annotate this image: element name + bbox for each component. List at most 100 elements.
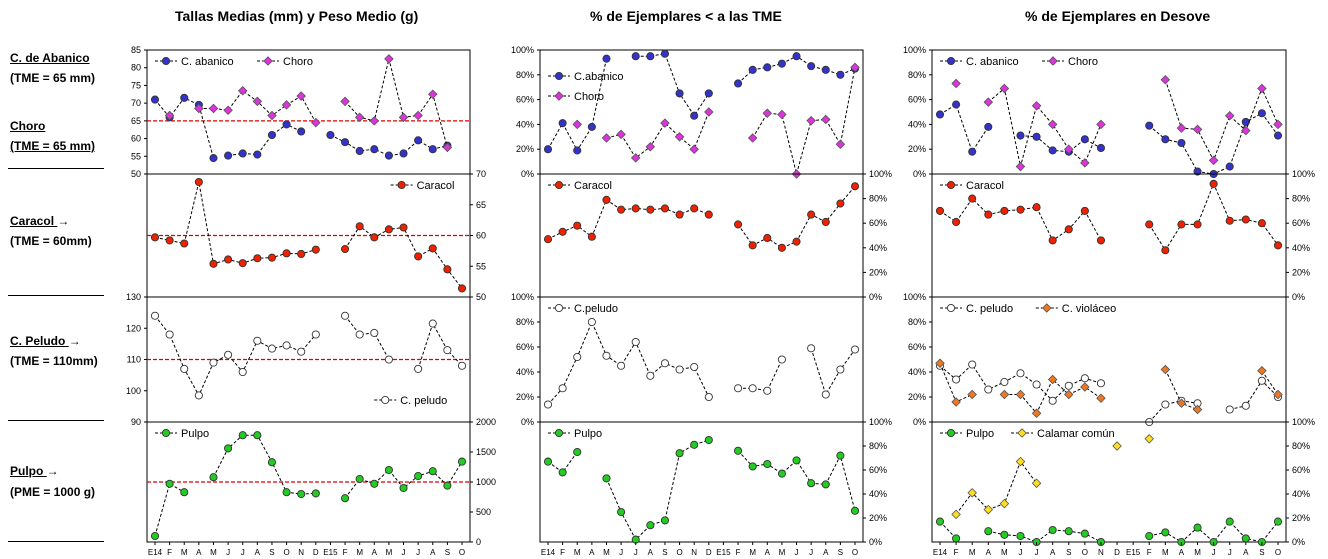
series-line [939,103,989,153]
x-tick-label: J [795,548,799,557]
y-tick-label: 20% [869,513,887,523]
y-tick-label: 20% [908,392,926,402]
data-point [675,365,684,374]
data-point [1241,401,1250,410]
series-line [737,450,856,511]
y-tick-label: 85 [131,45,141,55]
data-point [689,144,699,154]
legend-label-tallas-peludo: C. peludo [400,395,447,407]
data-point [427,89,438,100]
x-tick-label: F [560,548,565,557]
data-point [311,245,320,254]
species-label: Caracol [10,214,55,228]
data-point [238,367,247,377]
data-point [762,108,773,119]
data-point [573,221,582,230]
x-tick-label: S [445,548,450,557]
data-point [984,122,993,131]
data-point [952,100,961,109]
title-pct-tme: % de Ejemplares < a las TME [590,8,782,24]
y-tick-label: 80 [131,63,141,73]
data-point [194,391,203,400]
data-point [587,317,596,327]
data-point [340,494,350,503]
data-point [748,65,757,74]
data-point [443,346,452,355]
data-point [558,384,567,393]
data-point [1241,125,1251,136]
legend-label-desove-caracol: Caracol [966,180,1004,192]
series-line [417,322,463,370]
data-point [935,206,945,215]
data-point [457,457,467,466]
y-tick-label: 20% [908,144,926,154]
series-line [228,123,302,157]
x-tick-label: F [1147,548,1152,557]
legend-label-tallas-abanico-choro: C. abanico [181,56,234,68]
data-point [704,210,713,219]
data-point [587,232,596,241]
data-point [1000,206,1009,215]
x-tick-label: M [779,548,786,557]
y-tick-label: 65 [131,116,141,126]
y-tick-label: 80% [1292,194,1310,204]
y-tick-label: 55 [131,151,141,161]
data-point [443,481,452,490]
x-tick-label: F [167,548,172,557]
data-point [646,371,655,380]
x-tick-label: A [765,548,771,557]
data-point [326,130,335,140]
data-point [282,488,291,497]
data-point [384,465,393,475]
data-point [150,311,160,320]
x-tick-label: O [676,548,682,557]
x-tick-label: O [1082,548,1088,557]
data-point [224,350,233,359]
data-point [194,177,203,187]
data-point [777,469,786,478]
species-name-abanico: C. de Abanico [10,51,90,65]
data-point [253,254,262,263]
data-point [747,133,758,143]
y-tick-label: 20% [1292,267,1310,277]
y-tick-label: 60% [869,218,887,228]
data-point [952,534,961,543]
data-point [1112,441,1122,451]
data-point [792,456,801,465]
data-point [733,79,743,88]
data-point [836,365,845,374]
data-point [1000,530,1009,539]
data-point [602,54,611,63]
x-tick-label: A [823,548,829,557]
x-tick-label: D [313,548,319,557]
data-point [1192,404,1203,415]
data-point [850,62,860,73]
data-point [1080,529,1089,538]
y-tick-label: 80% [908,317,926,327]
y-tick-label: 120 [126,323,141,333]
data-point [999,83,1010,94]
data-point [946,303,956,313]
data-point [674,132,685,142]
data-point [1015,161,1026,172]
y-tick-label: 130 [126,292,141,302]
series-line [1148,182,1279,252]
data-point [1063,144,1074,154]
data-point [968,194,977,203]
data-point [748,462,757,471]
data-point [267,253,277,262]
y-tick-label: 40% [1292,489,1310,499]
series-line [154,315,317,397]
data-point [1224,110,1235,121]
data-point [1064,225,1073,234]
data-point [180,364,189,373]
data-point [1096,393,1106,404]
y-tick-label: 100% [903,292,926,302]
y-tick-label: 100% [1292,417,1315,427]
data-point [821,217,830,227]
data-point [587,122,596,131]
data-point [1161,400,1170,409]
y-tick-label: 1000 [476,477,496,487]
legend-label-pct-abanico-choro: C.abanico [574,71,624,83]
data-point [601,133,612,143]
